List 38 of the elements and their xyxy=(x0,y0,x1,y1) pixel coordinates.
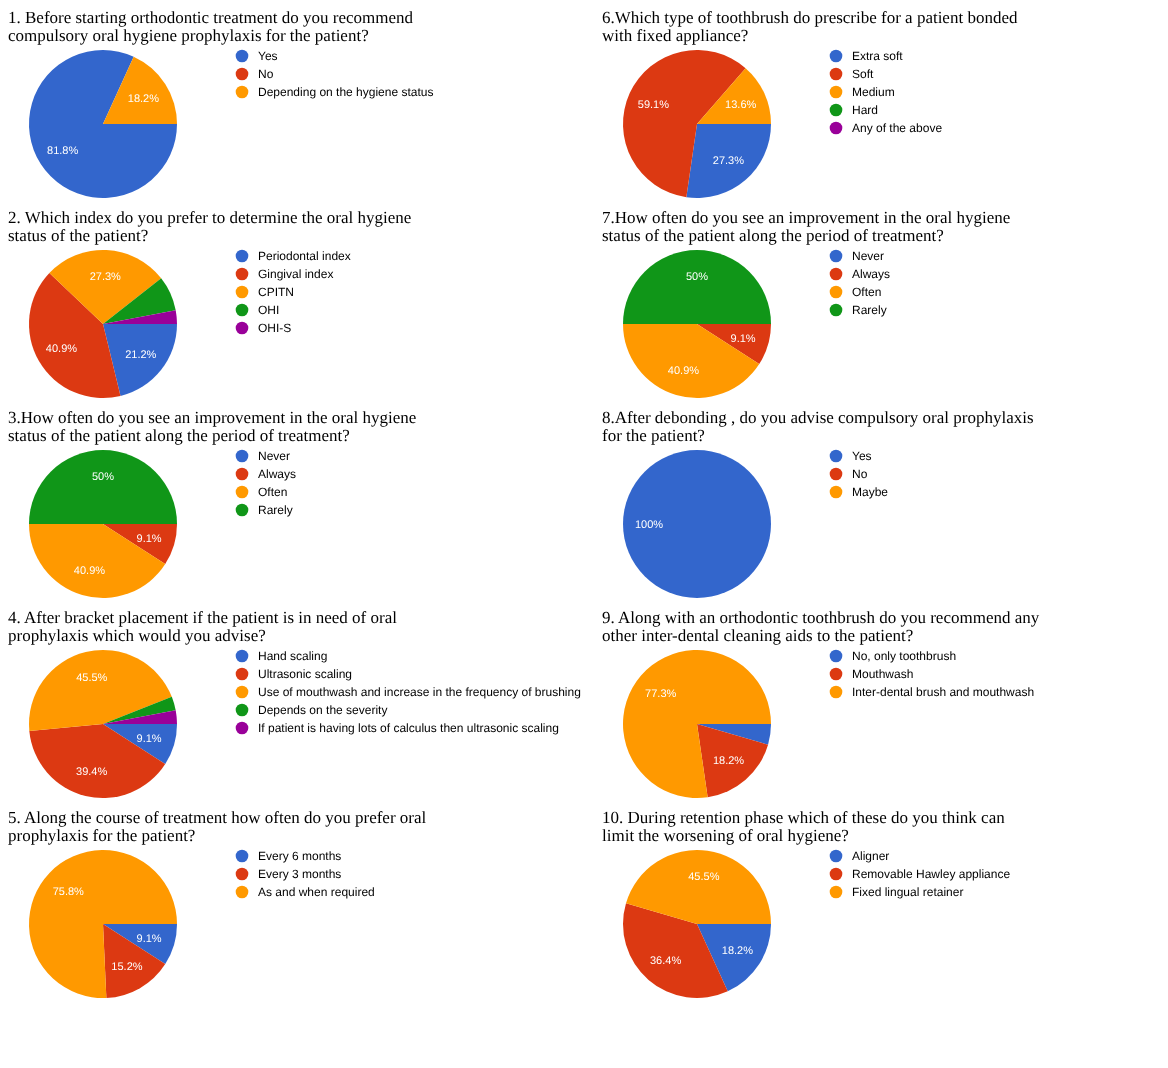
pie-slice xyxy=(29,850,177,998)
pie-slice xyxy=(697,324,771,365)
pie-slice xyxy=(29,724,166,798)
chart-title: 8.After debonding , do you advise compulsory oral prophylaxis for the patient? xyxy=(602,407,1034,445)
pie-slice xyxy=(29,273,121,398)
pie-slice xyxy=(103,56,177,124)
pie-slice xyxy=(29,524,166,598)
chart-title: 4. After bracket placement if the patient is in need of oral prophylaxis which would you advise? xyxy=(8,607,399,645)
pie-slice xyxy=(29,650,172,731)
pie-slice xyxy=(103,278,176,324)
chart-title: 1. Before starting orthodontic treatment do you recommend compulsory oral hygiene prophylaxis for the patient? xyxy=(8,7,415,45)
pie-slice xyxy=(103,524,177,565)
chart-title: 3.How often do you see an improvement in the oral hygiene status of the patient along the period of treatment? xyxy=(8,407,417,445)
chart-title: 9. Along with an orthodontic toothbrush do you recommend any other inter-dental cleaning aids to the patient? xyxy=(602,607,1041,645)
pie-slice xyxy=(623,324,760,398)
pie-slice xyxy=(103,696,176,724)
pie-slice xyxy=(697,724,769,798)
chart-title: 5. Along the course of treatment how often do you prefer oral prophylaxis for the patient? xyxy=(8,807,428,845)
pie-slice xyxy=(103,924,166,998)
pie-slice xyxy=(626,850,771,924)
pie-slice xyxy=(103,310,177,324)
pie-slice xyxy=(686,124,771,198)
pie-slice xyxy=(697,68,771,124)
chart-title: 2. Which index do you prefer to determine the oral hygiene status of the patient? xyxy=(8,207,412,245)
pie-slice xyxy=(697,724,771,745)
pie-slice xyxy=(103,924,177,965)
chart-title: 10. During retention phase which of these do you think can limit the worsening of oral hygiene? xyxy=(602,807,1007,845)
pie-slice xyxy=(103,324,177,396)
pie-slice xyxy=(103,710,177,724)
pie-slice xyxy=(697,924,771,992)
pie-slice xyxy=(103,724,177,765)
pie-slice xyxy=(623,250,771,324)
chart-title: 7.How often do you see an improvement in the oral hygiene status of the patient along the period of treatment? xyxy=(602,207,1011,245)
pie-slice xyxy=(623,650,771,798)
chart-title: 6.Which type of toothbrush do prescribe for a patient bonded with fixed appliance? xyxy=(602,7,1019,45)
pie-slice xyxy=(29,450,177,524)
pie-slice xyxy=(49,250,162,324)
pie-slice xyxy=(29,50,177,198)
